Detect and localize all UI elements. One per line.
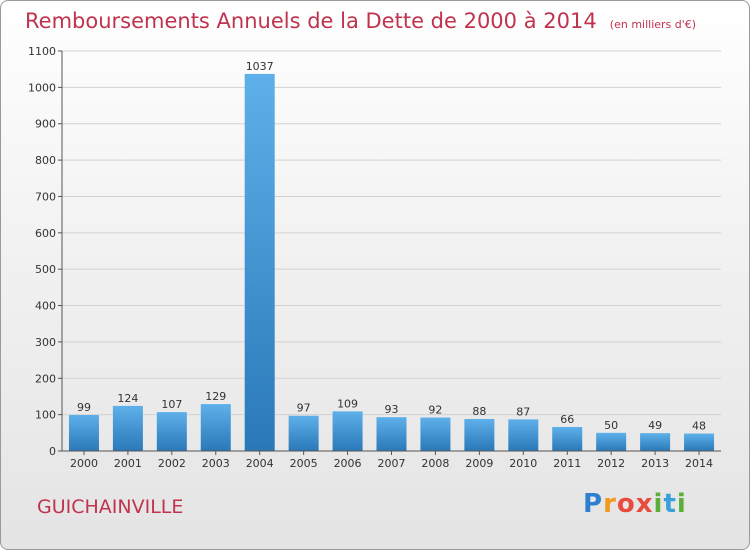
x-axis-ticks: 2000 2001 2002 2003 2004 2005 2006 2007 2008 2009… xyxy=(70,451,713,470)
x-tick-label: 2006 xyxy=(334,457,362,470)
bar-2007 xyxy=(376,417,407,451)
data-label: 93 xyxy=(385,403,399,416)
data-labels: 99 124 107 129 1037 97 109 93 92 88 87 66 50 49 48 xyxy=(77,60,706,433)
x-tick-label: 2003 xyxy=(202,457,230,470)
y-axis-ticks: 0 100 200 300 400 500 600 700 800 900 1000 1100 xyxy=(28,45,62,458)
y-tick-label: 0 xyxy=(49,445,56,458)
bar-2002 xyxy=(156,412,187,451)
bar-2003 xyxy=(200,404,231,451)
logo-letter: r xyxy=(603,489,617,519)
x-tick-label: 2000 xyxy=(70,457,98,470)
axes xyxy=(61,51,721,452)
bars xyxy=(68,73,715,451)
x-tick-label: 2002 xyxy=(158,457,186,470)
data-label: 99 xyxy=(77,401,91,414)
logo-letter: x xyxy=(635,489,654,519)
data-label: 92 xyxy=(428,404,442,417)
grid-lines xyxy=(62,50,721,452)
data-label: 129 xyxy=(205,390,226,403)
y-tick-label: 400 xyxy=(35,300,56,313)
logo-letter: t xyxy=(663,489,677,519)
data-label: 66 xyxy=(560,413,574,426)
data-label: 49 xyxy=(648,419,662,432)
bar-2011 xyxy=(552,427,583,451)
data-label: 124 xyxy=(117,392,138,405)
bar-2005 xyxy=(288,415,319,451)
bar-2001 xyxy=(112,405,143,451)
data-label: 88 xyxy=(472,405,486,418)
x-tick-label: 2014 xyxy=(685,457,713,470)
bar-2010 xyxy=(508,419,539,451)
bar-2013 xyxy=(640,433,671,451)
x-tick-label: 2001 xyxy=(114,457,142,470)
logo-letter: i xyxy=(653,489,664,519)
chart-subtitle: (en milliers d'€) xyxy=(609,18,697,31)
x-tick-label: 2009 xyxy=(465,457,493,470)
chart-title: Remboursements Annuels de la Dette de 20… xyxy=(25,9,597,33)
x-tick-label: 2008 xyxy=(421,457,449,470)
logo-letter: i xyxy=(676,489,687,519)
x-tick-label: 2012 xyxy=(597,457,625,470)
y-tick-label: 800 xyxy=(35,154,56,167)
y-tick-label: 1100 xyxy=(28,45,56,58)
data-label: 87 xyxy=(516,405,530,418)
x-tick-label: 2011 xyxy=(553,457,581,470)
x-tick-label: 2010 xyxy=(509,457,537,470)
logo-letter: o xyxy=(616,489,636,519)
data-label: 48 xyxy=(692,420,706,433)
data-label: 50 xyxy=(604,419,618,432)
bar-2009 xyxy=(464,419,495,451)
x-tick-label: 2007 xyxy=(378,457,406,470)
title-row: Remboursements Annuels de la Dette de 20… xyxy=(25,9,696,33)
data-label: 107 xyxy=(161,398,182,411)
bar-2004 xyxy=(244,73,275,451)
y-tick-label: 300 xyxy=(35,336,56,349)
data-label: 109 xyxy=(337,397,358,410)
proxiti-logo: Proxiti xyxy=(583,489,687,519)
bar-2000 xyxy=(68,415,99,451)
bar-2008 xyxy=(420,417,451,451)
bar-2012 xyxy=(596,432,627,451)
bar-2014 xyxy=(684,433,715,451)
y-tick-label: 700 xyxy=(35,190,56,203)
data-label: 97 xyxy=(297,402,311,415)
y-tick-label: 600 xyxy=(35,227,56,240)
y-tick-label: 900 xyxy=(35,118,56,131)
y-tick-label: 200 xyxy=(35,372,56,385)
x-tick-label: 2004 xyxy=(246,457,274,470)
logo-letter: P xyxy=(583,489,604,519)
bar-2006 xyxy=(332,411,363,451)
commune-name: GUICHAINVILLE xyxy=(37,496,184,518)
y-tick-label: 500 xyxy=(35,263,56,276)
x-tick-label: 2005 xyxy=(290,457,318,470)
y-tick-label: 1000 xyxy=(28,81,56,94)
data-label: 1037 xyxy=(246,60,274,73)
x-tick-label: 2013 xyxy=(641,457,669,470)
y-tick-label: 100 xyxy=(35,409,56,422)
